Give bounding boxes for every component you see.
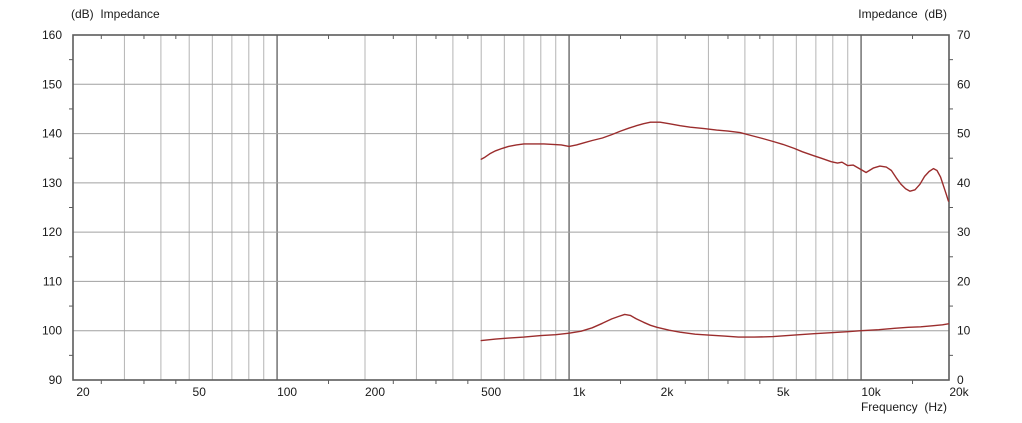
y-right-tick-label: 30 [957,225,971,239]
plot-border [72,34,950,381]
right-axis-title: Impedance (dB) [858,7,947,21]
impedance-curve-right-axis [480,313,950,342]
x-tick-label: 20k [949,385,969,399]
y-right-tick-label: 0 [957,373,964,387]
y-left-tick-label: 100 [42,324,62,338]
y-right-tick-label: 20 [957,274,971,288]
y-left-tick-label: 90 [49,373,63,387]
y-right-tick-label: 50 [957,127,971,141]
y-right-tick-label: 10 [957,324,971,338]
left-axis-title: (dB) Impedance [71,7,160,21]
y-left-tick-label: 130 [42,176,62,190]
y-left-tick-label: 140 [42,127,62,141]
response-curve-dB-left-axis [480,121,950,202]
x-tick-label: 1k [573,385,587,399]
x-axis-title: Frequency (Hz) [860,400,947,414]
y-left-tick-label: 160 [42,28,62,42]
x-tick-label: 20 [76,385,90,399]
y-right-tick-label: 40 [957,176,971,190]
y-left-tick-label: 150 [42,77,62,91]
y-right-tick-label: 60 [957,77,971,91]
y-right-tick-label: 70 [957,28,971,42]
x-tick-label: 50 [193,385,207,399]
x-tick-label: 10k [861,385,881,399]
y-left-tick-label: 110 [43,274,62,288]
x-tick-label: 100 [277,385,297,399]
y-left-tick-label: 120 [42,225,62,239]
x-tick-label: 200 [365,385,385,399]
x-tick-label: 5k [777,385,791,399]
x-tick-label: 2k [661,385,675,399]
x-tick-label: 500 [481,385,501,399]
